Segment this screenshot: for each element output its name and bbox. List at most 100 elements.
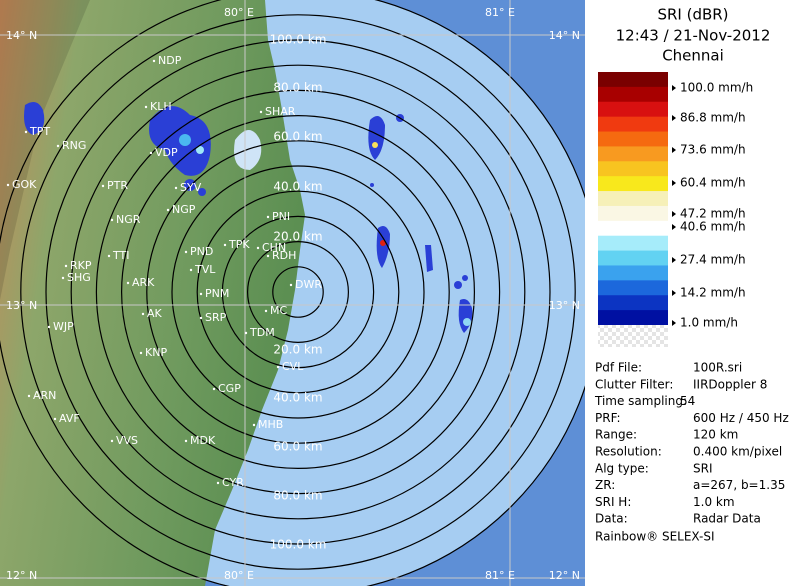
range-label: 100.0 km [270, 538, 327, 552]
range-ring [247, 241, 350, 344]
info-value: 100R.sri [693, 361, 742, 375]
latitude-label: 14° N [6, 29, 37, 42]
color-swatch [598, 72, 668, 88]
range-rings [0, 0, 585, 586]
place-label: AK [147, 307, 163, 320]
place-dot [166, 208, 170, 212]
info-key: Range: [595, 428, 637, 442]
place-label: TVL [194, 263, 216, 276]
info-key: ZR: [595, 478, 615, 492]
color-swatch [598, 250, 668, 266]
place-dot [126, 281, 130, 285]
place-dot [276, 365, 280, 369]
longitude-label: 81° E [485, 6, 515, 19]
place-dot [289, 283, 293, 287]
echo-cores [179, 134, 471, 326]
range-ring [121, 115, 475, 469]
graticule [0, 0, 585, 586]
place-label: ARN [33, 389, 56, 402]
info-value: 0.400 km/pixel [693, 445, 782, 459]
place-label: VDP [155, 146, 178, 159]
info-key: Resolution: [595, 445, 662, 459]
place-label: CVL [282, 360, 304, 373]
color-swatch [598, 310, 668, 326]
place-dot [47, 325, 51, 329]
level-label: 1.0 mm/h [680, 316, 738, 330]
info-key: Time sampling: [594, 394, 687, 408]
place-label: KNP [145, 346, 167, 359]
place-label: TDM [249, 326, 275, 339]
map: 20.0 km 20.0 km 40.0 km 40.0 km 60.0 km 60.0 … [0, 0, 585, 586]
info-key: SRI H: [595, 495, 631, 509]
place-dot [110, 439, 114, 443]
info-key: Pdf File: [595, 361, 642, 375]
place-dot [199, 316, 203, 320]
info-value: 54 [680, 394, 695, 408]
range-label: 80.0 km [273, 489, 322, 503]
color-swatch [598, 235, 668, 252]
place-label: PTR [107, 179, 128, 192]
place-dot [189, 268, 193, 272]
range-ring [95, 89, 501, 495]
range-label: 20.0 km [273, 230, 322, 244]
place-dot [64, 264, 68, 268]
place-dot [144, 105, 148, 109]
place-dot [266, 215, 270, 219]
info-key: Data: [595, 512, 628, 526]
range-label: 60.0 km [273, 130, 322, 144]
color-swatch [598, 176, 668, 192]
place-label: RDH [272, 249, 296, 262]
level-arrow [672, 115, 676, 121]
place-dot [56, 144, 60, 148]
info-value: SRI [693, 461, 713, 475]
place-dot [256, 246, 260, 250]
color-swatch [598, 280, 668, 296]
level-arrow [672, 290, 676, 296]
range-label: 40.0 km [273, 391, 322, 405]
info-key: PRF: [595, 411, 621, 425]
footer: Rainbow® SELEX-SI [595, 530, 715, 544]
place-label: PNM [205, 287, 229, 300]
place-dot [139, 351, 143, 355]
place-dot [264, 309, 268, 313]
land [0, 0, 305, 586]
place-dot [152, 59, 156, 63]
place-dot [252, 423, 256, 427]
range-label: 100.0 km [270, 33, 327, 47]
level-arrow [672, 147, 676, 153]
info-value: a=267, b=1.35 [693, 478, 785, 492]
place-label: PNI [272, 210, 290, 223]
info-value: IIRDoppler 8 [693, 377, 767, 391]
range-label: 40.0 km [273, 180, 322, 194]
level-label: 27.4 mm/h [680, 253, 746, 267]
place-label: SYV [180, 181, 202, 194]
longitude-label: 80° E [224, 6, 254, 19]
level-arrow [672, 180, 676, 186]
place-dot [184, 439, 188, 443]
level-arrow [672, 224, 676, 230]
info-value: 120 km [693, 428, 738, 442]
legend-site: Chennai [662, 47, 724, 65]
color-swatch [598, 295, 668, 311]
level-arrow [672, 320, 676, 326]
range-label: 20.0 km [273, 343, 322, 357]
level-label: 100.0 mm/h [680, 81, 753, 95]
place-label: AVF [59, 412, 80, 425]
place-dot [141, 312, 145, 316]
place-dot [101, 184, 105, 188]
longitude-label: 80° E [224, 569, 254, 582]
place-label: CYR [222, 476, 244, 489]
place-label: PND [190, 245, 213, 258]
color-swatch [598, 220, 668, 237]
info-value: 600 Hz / 450 Hz [693, 411, 789, 425]
latitude-label: 12° N [549, 569, 580, 582]
place-label: NGR [116, 213, 141, 226]
place-dot [110, 218, 114, 222]
place-dot [27, 394, 31, 398]
level-label: 47.2 mm/h [680, 207, 746, 221]
place-dot [266, 254, 270, 258]
color-swatch [598, 131, 668, 147]
level-label: 14.2 mm/h [680, 286, 746, 300]
place-dot [259, 110, 263, 114]
place-dot [199, 292, 203, 296]
